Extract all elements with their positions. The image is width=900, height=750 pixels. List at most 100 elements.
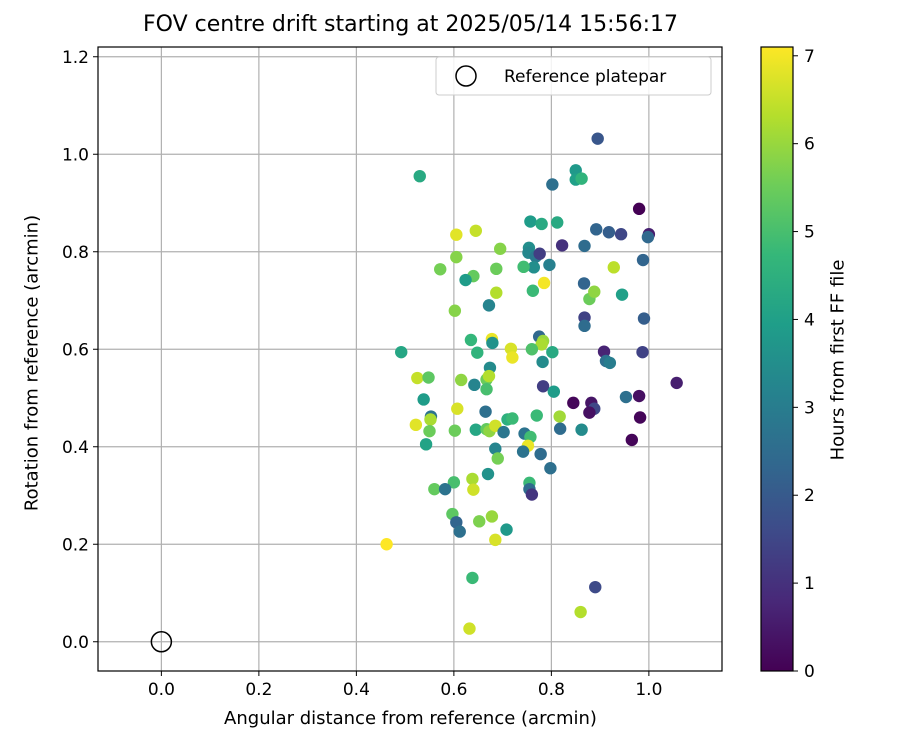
data-point [615,288,629,301]
colorbar-tick-label: 4 [804,310,815,330]
colorbar-tick-label: 5 [804,223,815,243]
data-point [547,385,561,398]
data-point [464,333,478,347]
data-point [434,263,447,276]
data-point [535,338,548,351]
data-point [537,276,551,290]
data-point [597,345,611,358]
data-point [602,226,616,239]
legend-box [435,56,712,96]
data-point [467,483,480,496]
y-tick-label: 0.0 [62,633,89,653]
data-point [500,523,513,536]
data-point [447,476,461,489]
colorbar-tick-label: 7 [804,47,815,67]
y-tick-label: 1.2 [62,48,89,68]
data-point [553,410,566,423]
colorbar-tick-label: 6 [804,135,815,155]
data-point [636,253,650,267]
legend-label: Reference platepar [504,67,666,87]
data-point [577,277,591,290]
reference-platepar-marker [150,631,173,653]
data-point [413,169,426,183]
data-point [633,411,647,424]
data-point [536,380,550,393]
y-tick-label: 0.4 [62,438,89,458]
data-point [450,250,463,264]
data-point [409,418,423,432]
data-point [428,482,441,496]
x-tick-label: 0.2 [245,680,272,700]
data-point [544,462,557,475]
data-point [473,515,486,528]
data-point [463,622,476,635]
data-point [493,242,507,256]
chart-title: FOV centre drift starting at 2025/05/14 … [143,12,678,37]
data-point [422,371,435,384]
data-point [614,228,628,241]
x-tick-label: 1.0 [635,680,662,700]
data-point [546,345,559,359]
data-point [497,425,510,439]
data-point [670,376,683,390]
data-point [574,605,587,619]
data-point [448,304,462,317]
data-point [525,343,539,356]
data-point [466,472,479,486]
data-point [543,258,556,272]
data-point [490,286,503,299]
data-point [524,215,537,228]
x-axis-label: Angular distance from reference (arcmin) [224,708,597,729]
data-point [466,571,479,585]
data-point [459,273,472,287]
data-point [533,247,546,260]
data-point [555,239,569,252]
data-point [527,261,541,274]
data-point [517,260,530,274]
data-point [411,371,424,385]
data-point [578,239,591,253]
data-point [481,467,495,481]
data-point [489,533,502,547]
data-point [424,413,437,426]
data-point [490,262,503,276]
data-point [575,423,588,436]
y-tick-label: 1.0 [62,145,89,165]
data-point [423,424,436,438]
data-point [534,447,547,461]
x-tick-label: 0.8 [538,680,565,700]
data-point [469,423,483,436]
data-point [417,393,430,406]
data-point [641,230,655,244]
data-point [535,217,548,231]
data-point [619,390,633,404]
data-point [480,383,493,396]
data-point [589,580,602,594]
data-point [516,445,530,458]
data-point [632,202,646,216]
data-point [551,216,564,229]
data-point [536,355,549,369]
data-point [469,224,483,237]
legend-marker-icon [455,65,477,87]
data-point [448,424,462,437]
data-point [575,172,588,185]
data-point [526,284,540,297]
data-point [730,251,742,263]
legend: Reference platepar [435,56,712,96]
data-point [485,510,499,523]
data-point [453,525,466,538]
data-point [632,389,646,403]
data-point [530,409,543,422]
colorbar-tick-label: 2 [804,486,815,506]
data-point [479,405,492,418]
data-point [506,412,519,425]
colorbar [760,46,794,672]
data-point [578,319,591,333]
data-point [506,351,519,364]
data-point [489,442,502,455]
data-point [590,223,603,236]
colorbar-tick-label: 3 [804,398,815,418]
